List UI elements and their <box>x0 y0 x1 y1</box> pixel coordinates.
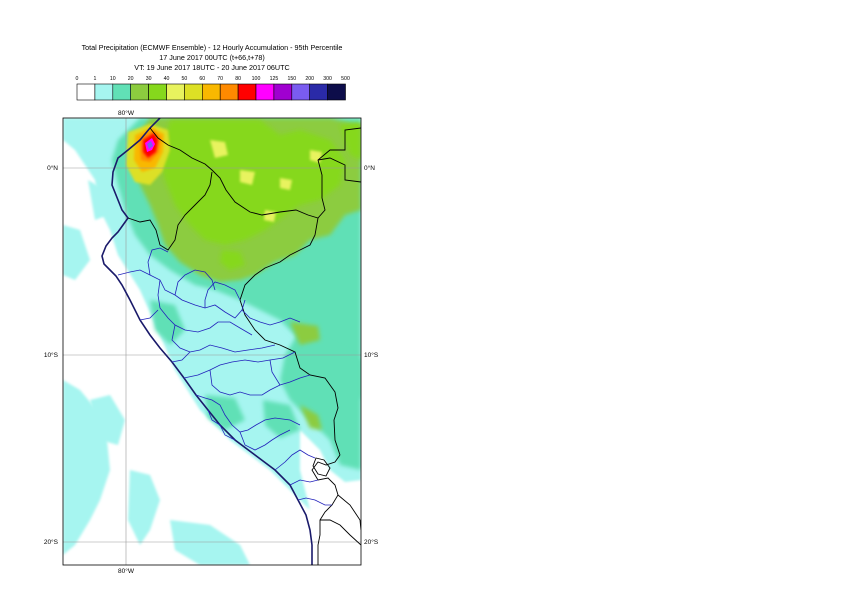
colorbar-tick-label: 70 <box>217 76 223 82</box>
precipitation-field <box>63 118 361 565</box>
lat-label-left: 0°N <box>47 164 58 172</box>
colorbar-tick-label: 125 <box>270 76 279 82</box>
colorbar-tick-label: 50 <box>182 76 188 82</box>
colorbar-swatch <box>327 83 346 101</box>
colorbar-tick-label: 200 <box>305 76 314 82</box>
run-time-subtitle: 17 June 2017 00UTC (t+66,t+78) <box>159 53 265 62</box>
colorbar-tick-label: 10 <box>110 76 116 82</box>
colorbar-tick-label: 40 <box>164 76 170 82</box>
lat-label-left: 20°S <box>44 538 59 546</box>
colorbar-tick-label: 30 <box>146 76 152 82</box>
national-borders <box>127 127 361 565</box>
lon-label-bottom: 80°W <box>118 567 135 575</box>
colorbar-tick-label: 500 <box>341 76 350 82</box>
precipitation-colorbar: 0 1 10 20 30 40 50 60 70 80 100 125 150 200 300 500 <box>76 76 350 101</box>
valid-time-subtitle: VT: 19 June 2017 18UTC - 20 June 2017 06… <box>134 63 290 72</box>
department-boundaries <box>117 247 332 506</box>
lat-label-right: 20°S <box>364 538 379 546</box>
colorbar-tick-label: 150 <box>287 76 296 82</box>
colorbar-tick-label: 80 <box>235 76 241 82</box>
colorbar-tick-label: 100 <box>252 76 261 82</box>
lat-label-left: 10°S <box>44 351 59 359</box>
colorbar-tick-label: 0 <box>76 76 79 82</box>
lat-label-right: 10°S <box>364 351 379 359</box>
chart-title: Total Precipitation (ECMWF Ensemble) - 1… <box>81 43 343 52</box>
colorbar-tick-label: 1 <box>93 76 96 82</box>
lon-label-top: 80°W <box>118 109 135 117</box>
colorbar-tick-label: 300 <box>323 76 332 82</box>
lat-label-right: 0°N <box>364 164 375 172</box>
colorbar-tick-label: 60 <box>199 76 205 82</box>
colorbar-tick-label: 20 <box>128 76 134 82</box>
map-frame <box>62 117 362 566</box>
